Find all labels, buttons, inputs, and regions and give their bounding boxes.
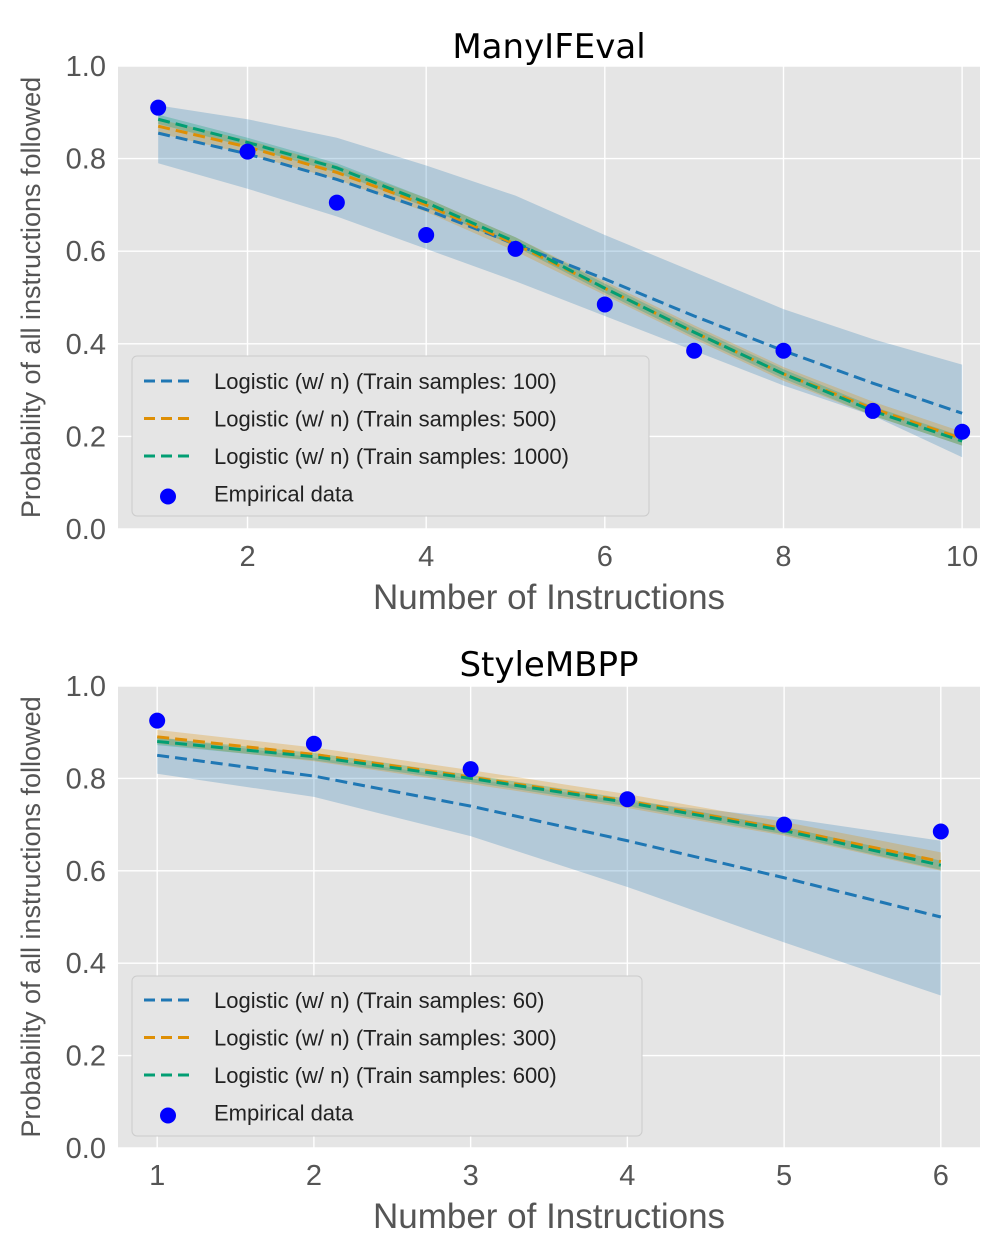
x-axis-label: Number of Instructions (373, 1197, 725, 1236)
legend-box (131, 355, 650, 517)
legend-swatch-empirical (160, 1107, 176, 1124)
y-tick-label: 0.2 (66, 1041, 106, 1073)
confidence-band-3 (157, 737, 941, 870)
x-tick-label: 2 (239, 541, 255, 573)
empirical-point (596, 296, 613, 313)
y-tick-label: 0.4 (66, 948, 106, 980)
empirical-point (776, 816, 793, 833)
chart-manyifeval: 0.0 0.2 0.4 0.6 0.8 1.0 2 4 6 8 10 ManyIFEval Number… (16, 27, 980, 617)
x-tick-label: 5 (776, 1160, 792, 1192)
x-tick-label: 2 (306, 1160, 322, 1192)
y-tick-label: 0.8 (66, 763, 106, 795)
confidence-band-1 (158, 105, 963, 458)
empirical-point (150, 99, 167, 116)
legend-label-3: Logistic (w/ n) (Train samples: 600) (214, 1063, 557, 1088)
empirical-point (507, 240, 524, 257)
legend-label-1: Logistic (w/ n) (Train samples: 60) (214, 988, 545, 1013)
legend-label-2: Logistic (w/ n) (Train samples: 500) (214, 407, 557, 432)
y-tick-label: 1.0 (66, 671, 106, 703)
confidence-band-2 (157, 729, 941, 871)
chart-title: StyleMBPP (459, 645, 638, 685)
y-axis-label: Probability of all instructions followed (16, 77, 46, 518)
x-tick-label: 6 (597, 541, 613, 573)
x-tick-label: 4 (619, 1160, 635, 1192)
y-tick-label: 0.0 (66, 514, 106, 546)
empirical-point (864, 402, 881, 419)
x-axis-label: Number of Instructions (373, 578, 725, 617)
legend-box (131, 975, 643, 1137)
legend-label-empirical: Empirical data (214, 1101, 354, 1126)
x-tick-label: 4 (418, 541, 434, 573)
chart-title: ManyIFEval (452, 27, 645, 67)
x-tick-label: 8 (775, 541, 791, 573)
series-line-2 (157, 735, 942, 864)
empirical-point (932, 823, 949, 840)
empirical-point (954, 423, 971, 440)
chart-stylembpp: 0.0 0.2 0.4 0.6 0.8 1.0 1 2 3 4 5 6 StyleMBPP Number … (16, 645, 980, 1236)
empirical-point (149, 712, 166, 729)
legend: Logistic (w/ n) (Train samples: 100) Logi… (131, 355, 650, 517)
empirical-point (686, 342, 703, 359)
legend-label-1: Logistic (w/ n) (Train samples: 100) (214, 369, 557, 394)
legend-swatch-empirical (160, 488, 176, 505)
series-line-3 (157, 117, 963, 443)
empirical-point (305, 735, 322, 752)
x-tick-label: 6 (933, 1160, 949, 1192)
confidence-band-1 (157, 736, 941, 996)
series-line-1 (157, 131, 963, 415)
empirical-point (239, 143, 256, 160)
y-tick-label: 0.6 (66, 236, 106, 268)
x-tick-label: 3 (463, 1160, 479, 1192)
x-tick-label: 1 (149, 1160, 165, 1192)
y-tick-label: 0.2 (66, 421, 106, 453)
empirical-point (619, 791, 636, 808)
y-axis-label: Probability of all instructions followed (16, 696, 46, 1137)
y-tick-label: 1.0 (66, 51, 106, 83)
series-line-3 (157, 739, 942, 867)
series-line-1 (156, 753, 942, 919)
legend-label-2: Logistic (w/ n) (Train samples: 300) (214, 1026, 557, 1051)
legend: Logistic (w/ n) (Train samples: 60) Logis… (131, 975, 643, 1137)
empirical-point (328, 194, 345, 211)
legend-label-empirical: Empirical data (214, 482, 354, 507)
y-tick-label: 0.4 (66, 329, 106, 361)
empirical-point (775, 342, 792, 359)
y-tick-label: 0.0 (66, 1133, 106, 1165)
empirical-point (418, 226, 435, 243)
empirical-point (462, 761, 479, 778)
x-tick-label: 10 (946, 541, 978, 573)
y-tick-label: 0.6 (66, 856, 106, 888)
y-tick-label: 0.8 (66, 144, 106, 176)
legend-label-3: Logistic (w/ n) (Train samples: 1000) (214, 444, 569, 469)
